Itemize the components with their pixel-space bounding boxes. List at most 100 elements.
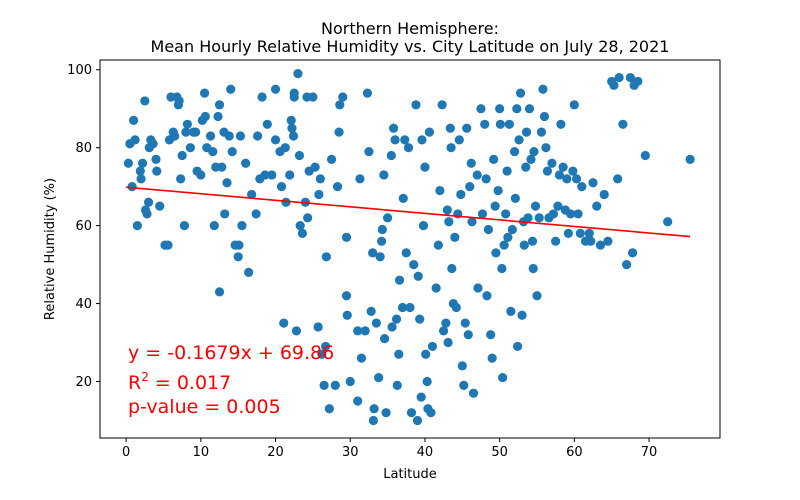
data-point — [599, 189, 609, 200]
data-point — [315, 174, 325, 184]
chart-title-line-1: Northern Hemisphere: — [321, 19, 499, 38]
data-point — [179, 221, 190, 231]
data-point — [427, 341, 438, 352]
data-point — [199, 88, 210, 98]
data-point — [170, 131, 180, 141]
regression-line — [126, 186, 691, 238]
data-point — [332, 182, 343, 192]
data-point — [214, 287, 225, 297]
data-point — [568, 166, 578, 176]
data-point — [276, 182, 287, 192]
data-point — [394, 349, 404, 359]
data-point — [462, 123, 472, 133]
data-point — [441, 318, 451, 328]
data-point — [483, 224, 494, 235]
data-point — [539, 111, 550, 122]
data-point — [380, 334, 390, 344]
data-point — [577, 182, 587, 192]
data-point — [542, 166, 553, 176]
data-point — [314, 189, 324, 200]
regression-layer — [126, 186, 691, 238]
data-point — [406, 408, 417, 418]
data-point — [569, 100, 579, 110]
data-point — [270, 135, 281, 145]
data-point — [603, 236, 613, 246]
data-point — [498, 373, 508, 383]
data-point — [297, 228, 308, 239]
data-point — [460, 318, 470, 328]
data-point — [433, 240, 443, 250]
data-point — [489, 154, 499, 164]
data-point — [467, 217, 477, 227]
data-point — [538, 84, 548, 94]
data-point — [528, 263, 538, 274]
data-point — [592, 201, 602, 211]
data-point — [196, 170, 206, 180]
data-point — [287, 123, 297, 133]
data-point — [368, 248, 378, 258]
data-point — [260, 170, 270, 180]
data-point — [536, 127, 547, 137]
data-point — [182, 119, 192, 129]
data-point — [613, 174, 623, 184]
data-point — [335, 100, 345, 110]
data-point — [341, 291, 352, 301]
data-point — [280, 143, 290, 153]
data-point — [416, 392, 426, 402]
data-point — [291, 326, 302, 336]
data-point — [530, 201, 541, 211]
data-point — [586, 236, 596, 246]
data-point — [390, 135, 400, 145]
data-point — [618, 119, 628, 129]
data-point — [415, 314, 425, 324]
data-point — [524, 104, 535, 114]
data-point — [588, 178, 598, 188]
data-point — [345, 376, 355, 387]
data-point — [176, 174, 186, 184]
data-point — [123, 158, 133, 168]
data-point — [375, 252, 385, 262]
data-point — [422, 376, 432, 387]
data-point — [459, 380, 469, 390]
y-tick-label: 60 — [75, 219, 92, 234]
data-point — [609, 80, 619, 90]
data-point — [279, 318, 289, 328]
data-point — [529, 146, 539, 157]
data-point — [214, 100, 225, 110]
data-point — [251, 209, 261, 219]
data-point — [527, 236, 538, 246]
data-point — [465, 182, 475, 192]
data-point — [136, 174, 146, 184]
y-tick-label: 80 — [75, 141, 92, 156]
data-point — [418, 221, 429, 231]
data-point — [247, 189, 257, 200]
data-point — [435, 185, 445, 196]
data-point — [685, 154, 695, 164]
r2-superscript: 2 — [141, 370, 149, 384]
data-point — [285, 170, 295, 180]
data-point — [294, 150, 305, 161]
data-point — [437, 100, 447, 110]
y-tick-label: 40 — [75, 297, 92, 312]
data-point — [519, 240, 529, 250]
data-point — [628, 248, 638, 258]
data-point — [509, 146, 520, 157]
data-point — [466, 158, 476, 168]
data-point — [151, 154, 161, 164]
data-point — [394, 275, 405, 285]
data-point — [403, 143, 414, 153]
data-point — [377, 236, 387, 246]
data-point — [534, 213, 544, 223]
data-point — [490, 201, 500, 211]
data-point — [413, 271, 423, 281]
data-point — [532, 291, 542, 301]
data-point — [152, 166, 162, 176]
data-point — [338, 92, 348, 102]
data-point — [132, 221, 142, 231]
data-point — [391, 314, 402, 324]
data-point — [368, 415, 378, 426]
data-point — [289, 88, 299, 98]
data-point — [468, 388, 479, 398]
data-point — [454, 135, 464, 145]
data-point — [174, 96, 184, 106]
